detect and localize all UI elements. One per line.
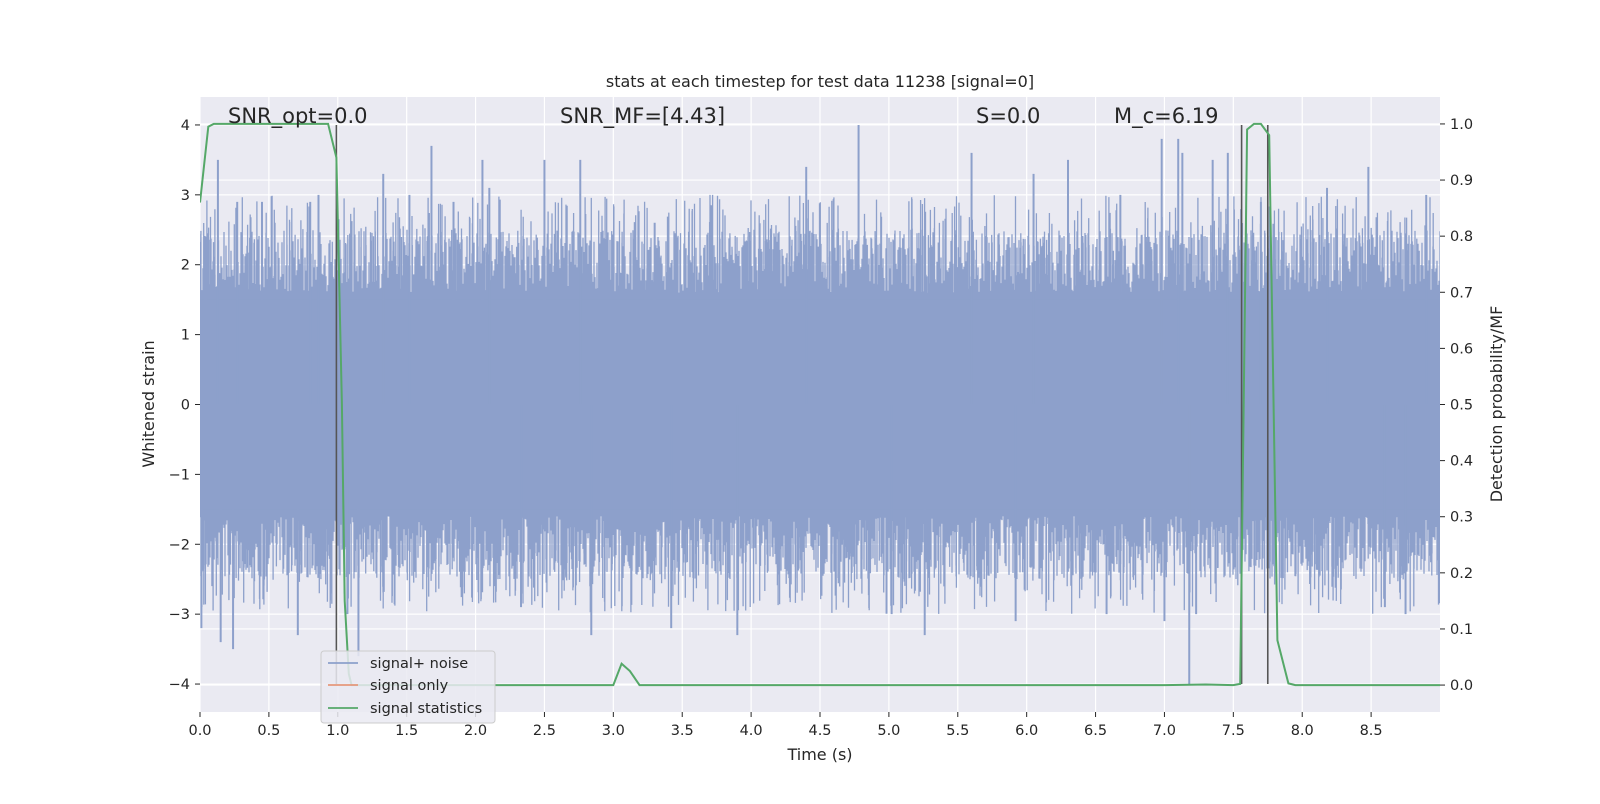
y-right-tick-label-3: 0.3 — [1450, 510, 1473, 526]
x-tick-label-17: 8.5 — [1360, 723, 1383, 739]
x-tick-label-12: 6.0 — [1015, 723, 1038, 739]
annotation-s: S=0.0 — [976, 104, 1040, 128]
y-right-tick-label-8: 0.8 — [1450, 229, 1473, 245]
x-tick-label-2: 1.0 — [326, 723, 349, 739]
legend-box — [320, 650, 496, 724]
y-left-tick-label-2: −2 — [169, 537, 190, 553]
annotation-snr-mf: SNR_MF=[4.43] — [560, 104, 725, 129]
noise-core — [200, 299, 1440, 510]
statistics-line — [200, 122, 1440, 687]
y-left-tick-label-1: −3 — [169, 607, 190, 623]
y-right-tick-label-2: 0.2 — [1450, 566, 1473, 582]
x-tick-label-11: 5.5 — [946, 723, 969, 739]
series-signal-noise — [200, 124, 1440, 685]
y-right-tick-label-5: 0.5 — [1450, 398, 1473, 414]
chart-title: stats at each timestep for test data 112… — [606, 72, 1034, 91]
y-right-tick-label-0: 0.0 — [1450, 678, 1473, 694]
x-tick-label-8: 4.0 — [740, 723, 763, 739]
x-tick-label-14: 7.0 — [1153, 723, 1176, 739]
legend-label-signal-statistics: signal statistics — [370, 701, 482, 717]
x-tick-label-5: 2.5 — [533, 723, 556, 739]
y-left-tick-label-4: 0 — [181, 398, 190, 414]
y-left-tick-label-3: −1 — [169, 467, 190, 483]
legend-label-signal-noise: signal+ noise — [370, 656, 468, 672]
annotation-mc: M_c=6.19 — [1114, 104, 1219, 129]
series-signal-statistics — [200, 122, 1440, 687]
x-tick-label-15: 7.5 — [1222, 723, 1245, 739]
y-right-tick-label-4: 0.4 — [1450, 454, 1473, 470]
x-tick-label-10: 5.0 — [877, 723, 900, 739]
y-left-tick-label-8: 4 — [181, 118, 190, 134]
annotation-snr-opt: SNR_opt=0.0 — [228, 104, 368, 129]
y-right-tick-label-1: 0.1 — [1450, 622, 1473, 638]
legend-label-signal-only: signal only — [370, 678, 449, 694]
x-tick-label-16: 8.0 — [1291, 723, 1314, 739]
ticks: 0.0 0.5 1.0 1.5 2.0 2.5 3.0 3.5 4.0 4.5 5.0 5.5 6.0 6… — [169, 117, 1473, 739]
y-right-tick-label-10: 1.0 — [1450, 117, 1473, 133]
y-axis-label-right: Detection probability/MF — [1487, 306, 1506, 503]
x-tick-label-0: 0.0 — [188, 723, 211, 739]
x-tick-label-13: 6.5 — [1084, 723, 1107, 739]
x-tick-label-1: 0.5 — [257, 723, 280, 739]
x-tick-label-3: 1.5 — [395, 723, 418, 739]
x-axis-label: Time (s) — [786, 745, 852, 764]
y-left-tick-label-7: 3 — [181, 188, 190, 204]
y-right-tick-label-9: 0.9 — [1450, 173, 1473, 189]
x-tick-label-9: 4.5 — [808, 723, 831, 739]
y-left-tick-label-0: −4 — [169, 677, 190, 693]
y-right-tick-label-6: 0.6 — [1450, 341, 1473, 357]
x-tick-label-6: 3.0 — [602, 723, 625, 739]
legend: signal+ noise signal only signal statist… — [320, 650, 496, 724]
y-left-tick-label-6: 2 — [181, 258, 190, 274]
x-tick-label-7: 3.5 — [671, 723, 694, 739]
y-axis-label-left: Whitened strain — [139, 340, 158, 467]
y-left-tick-label-5: 1 — [181, 328, 190, 344]
x-tick-label-4: 2.0 — [464, 723, 487, 739]
y-right-tick-label-7: 0.7 — [1450, 285, 1473, 301]
